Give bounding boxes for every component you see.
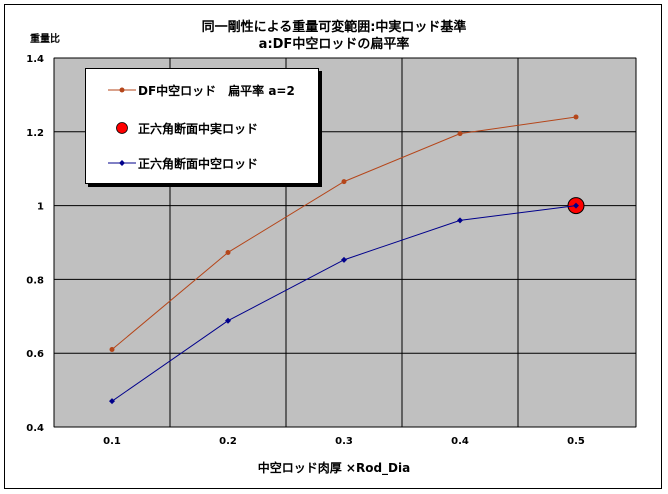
- y-tick-label: 1: [37, 202, 44, 213]
- chart-title: 同一剛性による重量可変範囲:中実ロッド基準: [201, 20, 467, 35]
- data-point: [109, 398, 115, 405]
- y-tick-label: 0.4: [26, 423, 44, 434]
- x-tick-label: 0.1: [103, 436, 121, 447]
- x-tick-label: 0.4: [451, 436, 469, 447]
- series-layer: [109, 114, 585, 405]
- axis-ticks: 0.4 0.6 0.8 1 1.2 1.4 0.1 0.2 0.3 0.4 0.5: [26, 54, 585, 447]
- y-tick-label: 0.8: [26, 275, 44, 286]
- legend-item-hex-solid-rod: 正六角断面中実ロッド: [86, 117, 318, 139]
- data-point: [341, 179, 347, 185]
- legend-swatch-line-circle: [108, 87, 136, 93]
- legend-item-df-hollow-rod: DF中空ロッド 扁平率 a=2: [86, 79, 318, 101]
- data-point: [573, 202, 579, 209]
- legend-item-hex-hollow-rod: 正六角断面中空ロッド: [86, 152, 318, 174]
- data-point: [225, 249, 231, 255]
- legend: DF中空ロッド 扁平率 a=2 正六角断面中実ロッド 正六角断面中空ロッド: [85, 68, 319, 184]
- data-point: [341, 256, 347, 263]
- y-tick-label: 1.2: [26, 128, 44, 139]
- y-axis-label: 重量比: [30, 34, 60, 45]
- data-point: [457, 217, 463, 224]
- legend-swatch-line-diamond: [108, 160, 136, 166]
- x-tick-label: 0.3: [335, 436, 353, 447]
- legend-swatch-big-circle: [116, 122, 128, 134]
- data-point: [457, 131, 463, 137]
- data-point: [225, 317, 231, 324]
- x-tick-label: 0.5: [567, 436, 585, 447]
- legend-label: 正六角断面中実ロッド: [138, 122, 259, 136]
- chart-subtitle: a:DF中空ロッドの扁平率: [258, 37, 410, 52]
- legend-label: 正六角断面中空ロッド: [138, 157, 259, 171]
- legend-label: DF中空ロッド 扁平率 a=2: [138, 84, 295, 98]
- y-tick-label: 1.4: [26, 54, 44, 65]
- x-tick-label: 0.2: [219, 436, 237, 447]
- data-point: [573, 114, 579, 120]
- y-tick-label: 0.6: [26, 349, 44, 360]
- x-axis-label: 中空ロッド肉厚 ×Rod_Dia: [257, 461, 411, 475]
- data-point: [109, 347, 115, 353]
